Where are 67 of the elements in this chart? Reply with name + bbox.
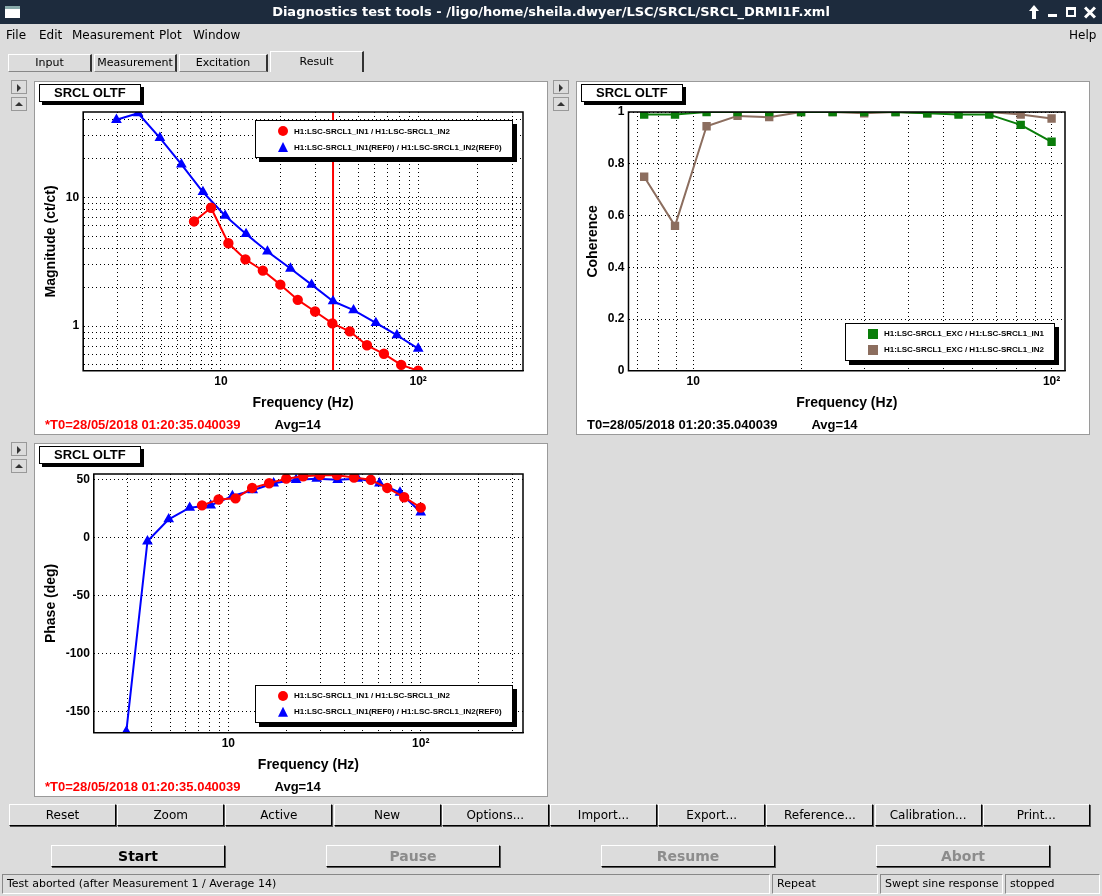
y-tick-label: 0.4 xyxy=(607,259,625,274)
text: Reference... xyxy=(766,804,874,826)
chart-title: SRCL OLTF xyxy=(39,446,141,464)
legend-label: H1:LSC-SRCL1_IN1 / H1:LSC-SRCL1_IN2 xyxy=(294,126,451,136)
y-tick-label: 0 xyxy=(617,363,625,378)
x-tick-label: 10² xyxy=(412,736,430,751)
text: Active xyxy=(225,804,333,826)
y-axis-title: Magnitude (ct/ct) xyxy=(42,185,59,298)
text: Excitation xyxy=(179,54,268,72)
text: T0=28/05/2018 01:20:35.040039 xyxy=(587,417,778,432)
text: Options... xyxy=(441,804,549,826)
text: Measurement xyxy=(94,54,177,72)
text: Help xyxy=(1069,28,1097,42)
x-tick-label: 10² xyxy=(1042,374,1061,389)
legend-label: H1:LSC-SRCL1_IN1(REF0) / H1:LSC-SRCL1_IN2(REF0) xyxy=(294,707,502,717)
x-axis-title: Frequency (Hz) xyxy=(796,394,898,411)
text: Result xyxy=(270,51,364,72)
text: Edit xyxy=(39,28,63,42)
text: Swept sine response xyxy=(880,874,1003,894)
text: Calibration... xyxy=(874,804,982,826)
text: Avg=14 xyxy=(274,417,322,432)
y-tick-label: -50 xyxy=(72,588,91,603)
y-tick-label: 1 xyxy=(617,104,625,119)
text: Window xyxy=(193,28,241,42)
x-tick-label: 10 xyxy=(214,374,228,389)
y-tick-label: -100 xyxy=(65,646,91,661)
text: Resume xyxy=(601,845,775,867)
text: *T0=28/05/2018 01:20:35.040039 xyxy=(45,417,241,432)
x-axis-title: Frequency (Hz) xyxy=(257,756,359,773)
text: Import... xyxy=(550,804,657,826)
text: Test aborted (after Measurement 1 / Average 14) xyxy=(2,874,770,894)
text: Abort xyxy=(876,845,1050,867)
text: Measurement xyxy=(72,28,155,42)
y-tick-label: 10 xyxy=(65,189,80,204)
text: Pause xyxy=(326,845,500,867)
x-tick-label: 10² xyxy=(409,374,427,389)
text: Export... xyxy=(658,804,766,826)
y-tick-label: 0.8 xyxy=(607,156,625,171)
text: Repeat xyxy=(772,874,878,894)
y-tick-label: 0.2 xyxy=(607,311,625,326)
x-axis-title: Frequency (Hz) xyxy=(252,394,354,411)
legend-label: H1:LSC-SRCL1_IN1 / H1:LSC-SRCL1_IN2 xyxy=(294,691,451,701)
legend-label: H1:LSC-SRCL1_EXC / H1:LSC-SRCL1_IN2 xyxy=(884,345,1045,355)
chart-title: SRCL OLTF xyxy=(581,84,683,102)
y-tick-label: 0.6 xyxy=(607,207,625,222)
text: Plot xyxy=(159,28,182,42)
text: Start xyxy=(51,845,225,867)
legend-label: H1:LSC-SRCL1_IN1(REF0) / H1:LSC-SRCL1_IN2(REF0) xyxy=(294,142,502,152)
text: Avg=14 xyxy=(274,779,322,794)
text: stopped xyxy=(1005,874,1100,894)
x-tick-label: 10 xyxy=(686,374,701,389)
y-tick-label: -150 xyxy=(65,704,91,719)
y-tick-label: 50 xyxy=(76,472,91,487)
text: Avg=14 xyxy=(811,417,859,432)
text: Zoom xyxy=(117,804,225,826)
y-axis-title: Coherence xyxy=(584,205,601,278)
text: Print... xyxy=(982,804,1090,826)
text: File xyxy=(6,28,27,42)
text: New xyxy=(333,804,441,826)
text: Input xyxy=(8,54,92,72)
text: Reset xyxy=(9,804,116,826)
text: *T0=28/05/2018 01:20:35.040039 xyxy=(45,779,241,794)
y-tick-label: 0 xyxy=(83,530,91,545)
y-axis-title: Phase (deg) xyxy=(42,563,59,644)
chart-title: SRCL OLTF xyxy=(39,84,141,102)
legend-label: H1:LSC-SRCL1_EXC / H1:LSC-SRCL1_IN1 xyxy=(884,329,1045,339)
y-tick-label: 1 xyxy=(72,318,80,333)
